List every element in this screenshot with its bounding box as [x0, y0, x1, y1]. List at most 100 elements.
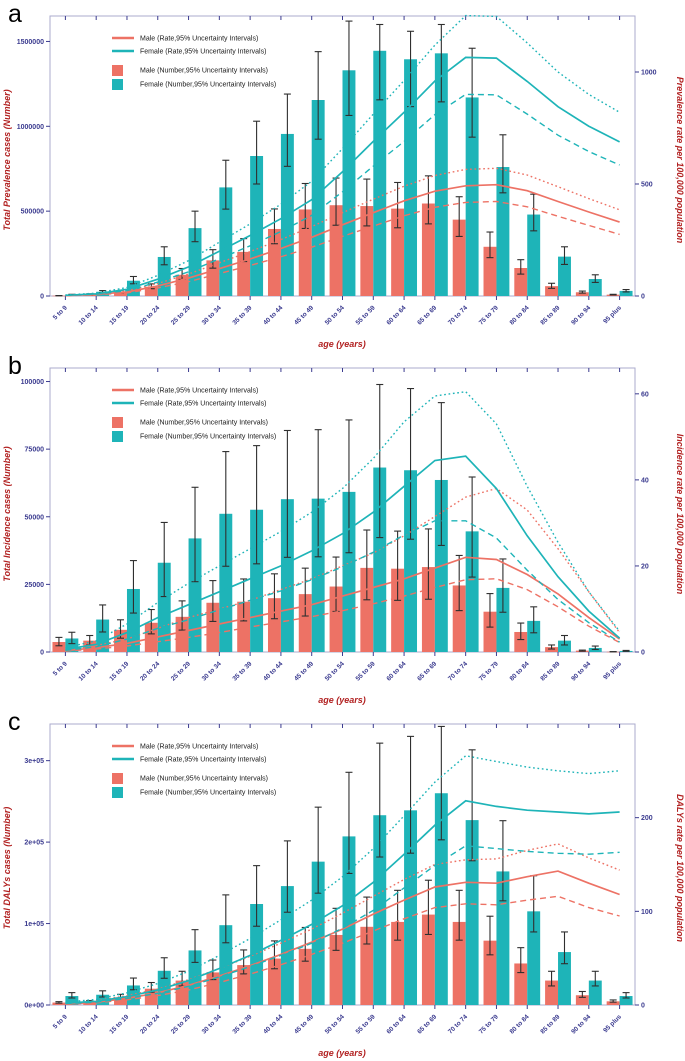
- rate-line-female-dotted: [65, 390, 621, 649]
- bar-male: [575, 995, 589, 1005]
- bar-female: [373, 467, 387, 652]
- bar-female: [465, 820, 479, 1005]
- x-tick-label: 70 to 74: [447, 304, 469, 326]
- bar-male: [483, 940, 497, 1005]
- x-tick-label: 95 plus: [602, 1013, 623, 1034]
- x-tick-label: 60 to 64: [385, 660, 407, 682]
- x-tick-label: 65 to 69: [416, 304, 438, 326]
- x-tick-label: 70 to 74: [447, 660, 469, 682]
- rate-line-female-solid: [65, 455, 621, 651]
- x-tick-label: 30 to 34: [201, 660, 223, 682]
- legend-label-male_rate: Male (Rate,95% Uncertainty Intervals): [140, 744, 258, 751]
- bar-male: [360, 206, 374, 296]
- chart-prevalence: Total Prevalence cases (Number) Prevalen…: [2, 14, 685, 349]
- plot-content: 0e+00 1e+05 2e+05 3e+05 0 100 200 5 to 9 10 to 1…: [24, 723, 653, 1036]
- bar-female: [280, 499, 294, 652]
- x-tick-label: 15 to 19: [108, 660, 130, 682]
- x-tick-label: 30 to 34: [201, 304, 223, 326]
- x-tick-label: 55 to 59: [355, 1013, 377, 1035]
- bar-male: [206, 602, 220, 652]
- bar-male: [267, 228, 281, 296]
- right-tick-label: 1000: [641, 70, 657, 77]
- rate-line-male-dashed: [65, 895, 620, 1005]
- rate-line-female-dotted: [65, 14, 620, 296]
- x-tick-label: 30 to 34: [201, 1013, 223, 1035]
- right-axis-title: DALYs rate per 100,000 population: [675, 794, 685, 942]
- bar-female: [342, 836, 356, 1005]
- left-axis-title: Total DALYs cases (Number): [2, 807, 12, 930]
- bar-male: [575, 292, 589, 296]
- bar-female: [465, 97, 479, 296]
- legend-label-female_number: Female (Number,95% Uncertainty Intervals…: [140, 82, 276, 89]
- bar-female: [280, 886, 294, 1005]
- left-tick-label: 1500000: [17, 39, 44, 46]
- bar-male: [144, 286, 158, 296]
- rate-line-female-solid: [65, 799, 620, 1004]
- bar-male: [391, 568, 405, 652]
- rate-line-female-solid: [65, 56, 620, 297]
- x-axis-title: age (years): [318, 1048, 366, 1058]
- left-tick-label: 0e+00: [24, 1003, 44, 1010]
- x-tick-label: 20 to 24: [139, 304, 161, 326]
- bar-male: [52, 641, 66, 652]
- x-tick-label: 15 to 19: [108, 304, 130, 326]
- x-tick-label: 40 to 44: [262, 304, 284, 326]
- left-tick-label: 75000: [25, 447, 45, 454]
- x-tick-label: 50 to 54: [324, 1013, 346, 1035]
- legend-label-male_number: Male (Number,95% Uncertainty Intervals): [140, 420, 268, 427]
- right-tick-label: 20: [641, 563, 649, 570]
- bar-male: [329, 934, 343, 1005]
- right-tick-label: 0: [641, 650, 645, 657]
- rate-line-female-dashed: [65, 845, 620, 1005]
- bar-male: [514, 963, 528, 1005]
- left-tick-label: 0: [40, 650, 44, 657]
- chart-incidence: Total Incidence cases (Number) Incidence…: [2, 367, 685, 705]
- x-tick-label: 95 plus: [602, 304, 623, 325]
- bar-male: [83, 640, 97, 652]
- bar-male: [421, 203, 435, 296]
- x-tick-label: 5 to 9: [52, 1013, 69, 1030]
- left-tick-label: 500000: [21, 209, 44, 216]
- x-tick-label: 85 to 89: [539, 1013, 561, 1035]
- x-tick-label: 85 to 89: [539, 304, 561, 326]
- legend-label-male_number: Male (Number,95% Uncertainty Intervals): [140, 776, 268, 783]
- legend-label-female_number: Female (Number,95% Uncertainty Intervals…: [140, 790, 276, 797]
- left-tick-label: 50000: [25, 514, 45, 521]
- panel-a: a Total Prevalence cases (Number) Preval…: [0, 0, 685, 352]
- x-tick-label: 90 to 94: [570, 304, 592, 326]
- bar-male: [545, 286, 559, 296]
- panel-label-b: b: [8, 352, 22, 380]
- bar-female: [558, 952, 571, 1005]
- right-tick-label: 40: [641, 477, 649, 484]
- right-tick-label: 500: [641, 182, 653, 189]
- x-tick-label: 45 to 49: [293, 1013, 315, 1035]
- bar-male: [206, 972, 220, 1005]
- bar-female: [588, 980, 602, 1005]
- x-tick-label: 25 to 29: [170, 1013, 192, 1035]
- x-tick-label: 35 to 39: [231, 660, 253, 682]
- right-tick-label: 0: [641, 294, 645, 301]
- bar-male: [329, 586, 343, 652]
- x-tick-label: 55 to 59: [355, 660, 377, 682]
- x-tick-label: 55 to 59: [355, 304, 377, 326]
- x-tick-label: 10 to 14: [78, 304, 100, 326]
- right-tick-label: 100: [641, 909, 653, 916]
- bar-female: [465, 531, 479, 652]
- bar-female: [527, 620, 541, 652]
- legend-label-female_rate: Female (Rate,95% Uncertainty Intervals): [140, 757, 266, 764]
- legend-swatch-male_number: [112, 65, 123, 76]
- x-tick-label: 25 to 29: [170, 660, 192, 682]
- x-tick-label: 75 to 79: [478, 660, 500, 682]
- bar-male: [421, 914, 435, 1005]
- bar-male: [298, 948, 312, 1005]
- x-tick-label: 5 to 9: [52, 304, 69, 321]
- bar-male: [483, 246, 497, 296]
- left-tick-label: 2e+05: [24, 840, 44, 847]
- rate-line-male-solid: [65, 183, 620, 297]
- left-tick-label: 0: [40, 294, 44, 301]
- bar-male: [298, 594, 312, 652]
- bar-female: [588, 279, 602, 296]
- legend: Male (Rate,95% Uncertainty Intervals) Fem…: [112, 388, 276, 442]
- bar-male: [237, 601, 251, 652]
